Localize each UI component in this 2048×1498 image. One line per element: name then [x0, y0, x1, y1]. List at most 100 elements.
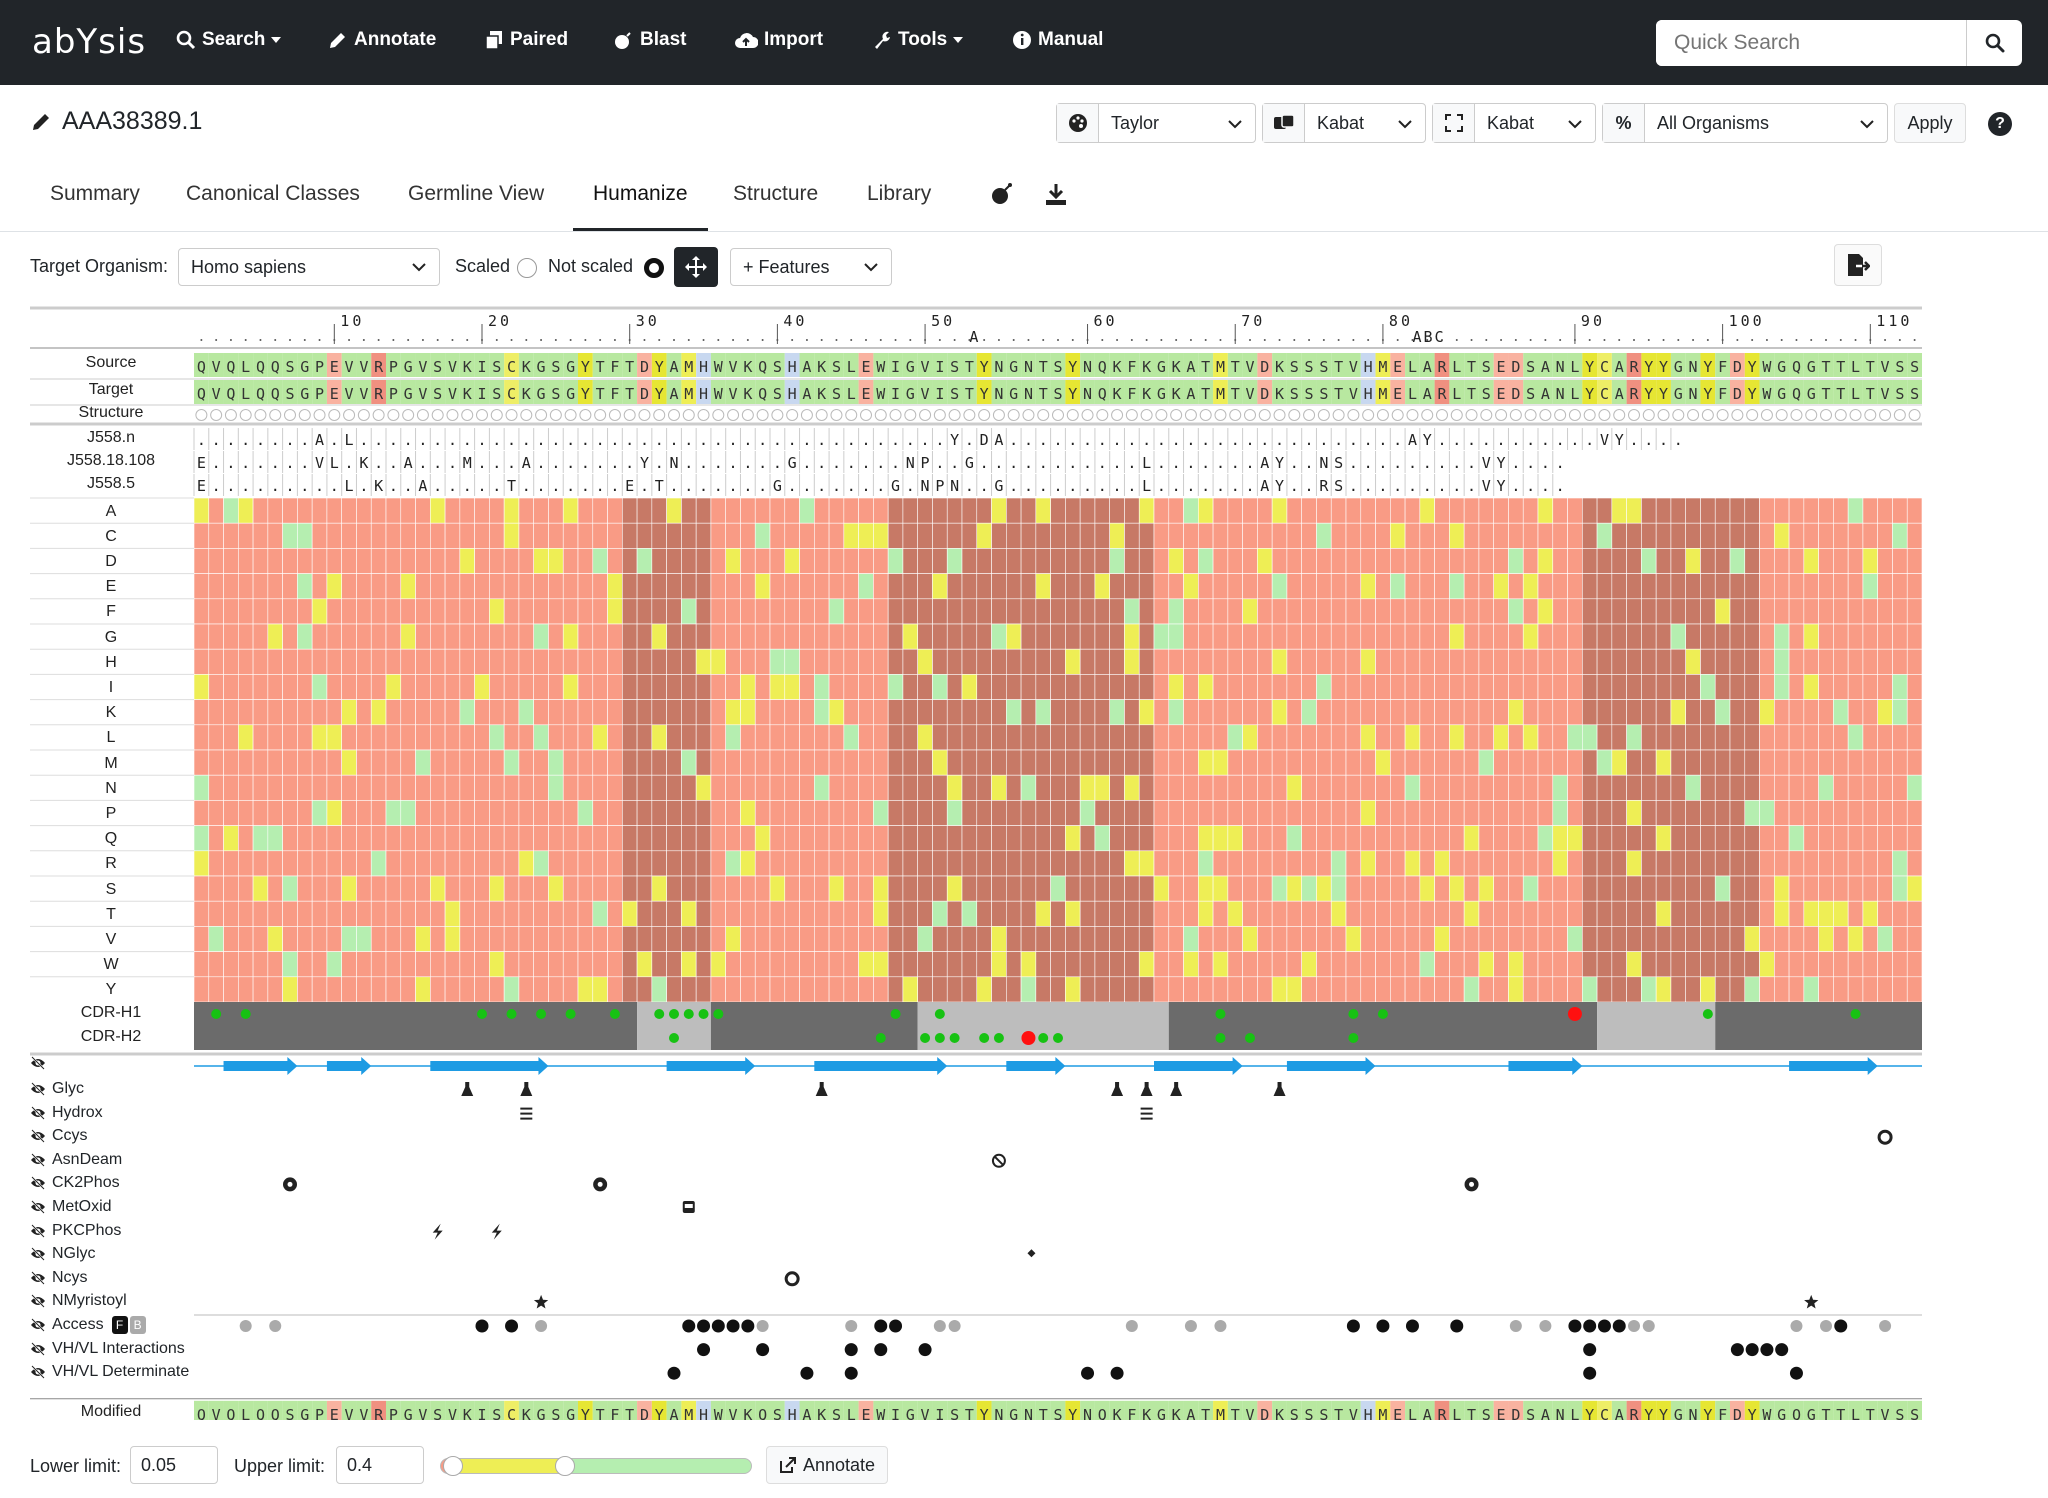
- feature-row-access[interactable]: Access F B: [30, 1316, 146, 1334]
- svg-text:.: .: [876, 454, 885, 472]
- download-icon[interactable]: [1044, 182, 1068, 206]
- move-button[interactable]: [674, 247, 718, 287]
- svg-text:N: N: [1556, 1406, 1565, 1420]
- top-navbar: abYsis Search Annotate Paired Blast Import To…: [0, 0, 2048, 85]
- svg-text:R: R: [374, 1406, 384, 1420]
- feature-row-nmyristoyl[interactable]: NMyristoyl: [30, 1292, 127, 1310]
- feature-row-ck2phos[interactable]: CK2Phos: [30, 1174, 120, 1192]
- tab-structure[interactable]: Structure: [733, 182, 819, 205]
- svg-text:S: S: [832, 1406, 841, 1420]
- pencil-icon[interactable]: [30, 111, 52, 133]
- svg-text:.: .: [448, 454, 457, 472]
- svg-text:.: .: [1305, 454, 1314, 472]
- nav-manual[interactable]: Manual: [1012, 29, 1103, 51]
- nav-annotate[interactable]: Annotate: [328, 29, 436, 51]
- lower-slider-handle[interactable]: [443, 1456, 463, 1476]
- numbering-scheme-select[interactable]: Kabat: [1262, 103, 1426, 143]
- tab-canonical-classes[interactable]: Canonical Classes: [186, 182, 360, 205]
- feature-row-pkcphos[interactable]: PKCPhos: [30, 1222, 121, 1240]
- svg-text:N: N: [1556, 358, 1565, 376]
- svg-text:.: .: [699, 477, 708, 495]
- svg-text:.: .: [699, 431, 708, 449]
- tab-humanize[interactable]: Humanize: [573, 182, 708, 231]
- target-organism-select[interactable]: Homo sapiens: [178, 248, 440, 286]
- lower-limit-input[interactable]: 0.05: [130, 1446, 218, 1484]
- svg-text:V: V: [1881, 385, 1890, 403]
- svg-text:.: .: [1290, 454, 1299, 472]
- glyc-mark: [1140, 1082, 1153, 1096]
- svg-text:L: L: [1452, 358, 1461, 376]
- cdr-h1-dot: [934, 1009, 945, 1019]
- svg-text:A: A: [1615, 385, 1624, 403]
- svg-text:T: T: [1201, 1406, 1210, 1420]
- svg-text:T: T: [1231, 358, 1240, 376]
- vhvl-interaction-dot: [874, 1343, 888, 1357]
- svg-text:V: V: [448, 385, 457, 403]
- quick-search-button[interactable]: [1966, 20, 2022, 66]
- bomb-icon[interactable]: [990, 182, 1014, 206]
- colour-scheme-select[interactable]: Taylor: [1056, 103, 1256, 143]
- svg-text:.: .: [404, 431, 413, 449]
- svg-text:T: T: [1866, 385, 1875, 403]
- help-icon[interactable]: ?: [1988, 112, 2012, 136]
- nav-import[interactable]: Import: [734, 29, 823, 51]
- feature-row-glyc[interactable]: Glyc: [30, 1080, 84, 1098]
- nav-paired[interactable]: Paired: [484, 29, 568, 51]
- svg-text:G: G: [300, 385, 309, 403]
- svg-text:Q: Q: [271, 385, 280, 403]
- annotate-button[interactable]: Annotate: [766, 1446, 889, 1484]
- svg-text:.: .: [861, 454, 870, 472]
- svg-text:R: R: [1629, 358, 1639, 376]
- feature-row-ncys[interactable]: Ncys: [30, 1269, 88, 1287]
- svg-text:G: G: [906, 385, 915, 403]
- svg-text:N: N: [994, 358, 1003, 376]
- feature-row-ccys[interactable]: Ccys: [30, 1127, 88, 1145]
- upper-limit-input[interactable]: 0.4: [336, 1446, 424, 1484]
- feature-row-asndeam[interactable]: AsnDeam: [30, 1151, 122, 1169]
- limits-range-slider[interactable]: [440, 1456, 752, 1476]
- svg-text:.: .: [758, 454, 767, 472]
- svg-text:T: T: [1836, 358, 1845, 376]
- quick-search-input[interactable]: [1656, 20, 1966, 66]
- svg-text:.: .: [507, 431, 516, 449]
- features-dropdown[interactable]: + Features: [730, 248, 892, 286]
- apply-button[interactable]: Apply: [1894, 103, 1966, 143]
- svg-text:Y: Y: [1659, 385, 1668, 403]
- tab-summary[interactable]: Summary: [50, 182, 140, 205]
- svg-text:Q: Q: [197, 1406, 206, 1420]
- feature-row-vh-vl-interactions[interactable]: VH/VL Interactions: [30, 1340, 185, 1358]
- svg-text:G: G: [1674, 358, 1683, 376]
- abysis-logo[interactable]: abYsis: [32, 22, 147, 62]
- svg-text:S: S: [1526, 385, 1535, 403]
- scaled-radio[interactable]: [517, 258, 537, 278]
- beta-strand-arrow: [814, 1057, 948, 1075]
- upper-slider-handle[interactable]: [555, 1456, 575, 1476]
- svg-text:.: .: [285, 454, 294, 472]
- access-badge-f[interactable]: F: [111, 1316, 128, 1334]
- tab-library[interactable]: Library: [867, 182, 932, 205]
- svg-text:.: .: [389, 454, 398, 472]
- chevron-down-icon: [1567, 113, 1595, 134]
- svg-text:Y: Y: [1748, 358, 1757, 376]
- export-button[interactable]: [1834, 244, 1882, 286]
- access-badge-b[interactable]: B: [129, 1316, 146, 1334]
- svg-text:G: G: [566, 385, 575, 403]
- svg-text:K: K: [522, 385, 531, 403]
- nav-blast[interactable]: Blast: [614, 29, 686, 51]
- svg-text:.: .: [551, 431, 560, 449]
- nav-search[interactable]: Search: [176, 29, 282, 51]
- nav-tools[interactable]: Tools: [872, 29, 964, 51]
- feature-row-metoxid[interactable]: MetOxid: [30, 1198, 112, 1216]
- tab-germline-view[interactable]: Germline View: [408, 182, 545, 205]
- feature-row-nglyc[interactable]: NGlyc: [30, 1245, 96, 1263]
- not-scaled-radio[interactable]: [644, 258, 664, 278]
- feature-row-hydrox[interactable]: Hydrox: [30, 1104, 103, 1122]
- structure-toggle[interactable]: [30, 1056, 46, 1070]
- cdr-definition-select[interactable]: Kabat: [1432, 103, 1596, 143]
- svg-text:Y: Y: [581, 1406, 590, 1420]
- organism-filter-select[interactable]: % All Organisms: [1602, 103, 1888, 143]
- feature-row-vh-vl-determinate[interactable]: VH/VL Determinate: [30, 1363, 189, 1381]
- svg-text:A: A: [1260, 454, 1269, 472]
- svg-text:.: .: [625, 431, 634, 449]
